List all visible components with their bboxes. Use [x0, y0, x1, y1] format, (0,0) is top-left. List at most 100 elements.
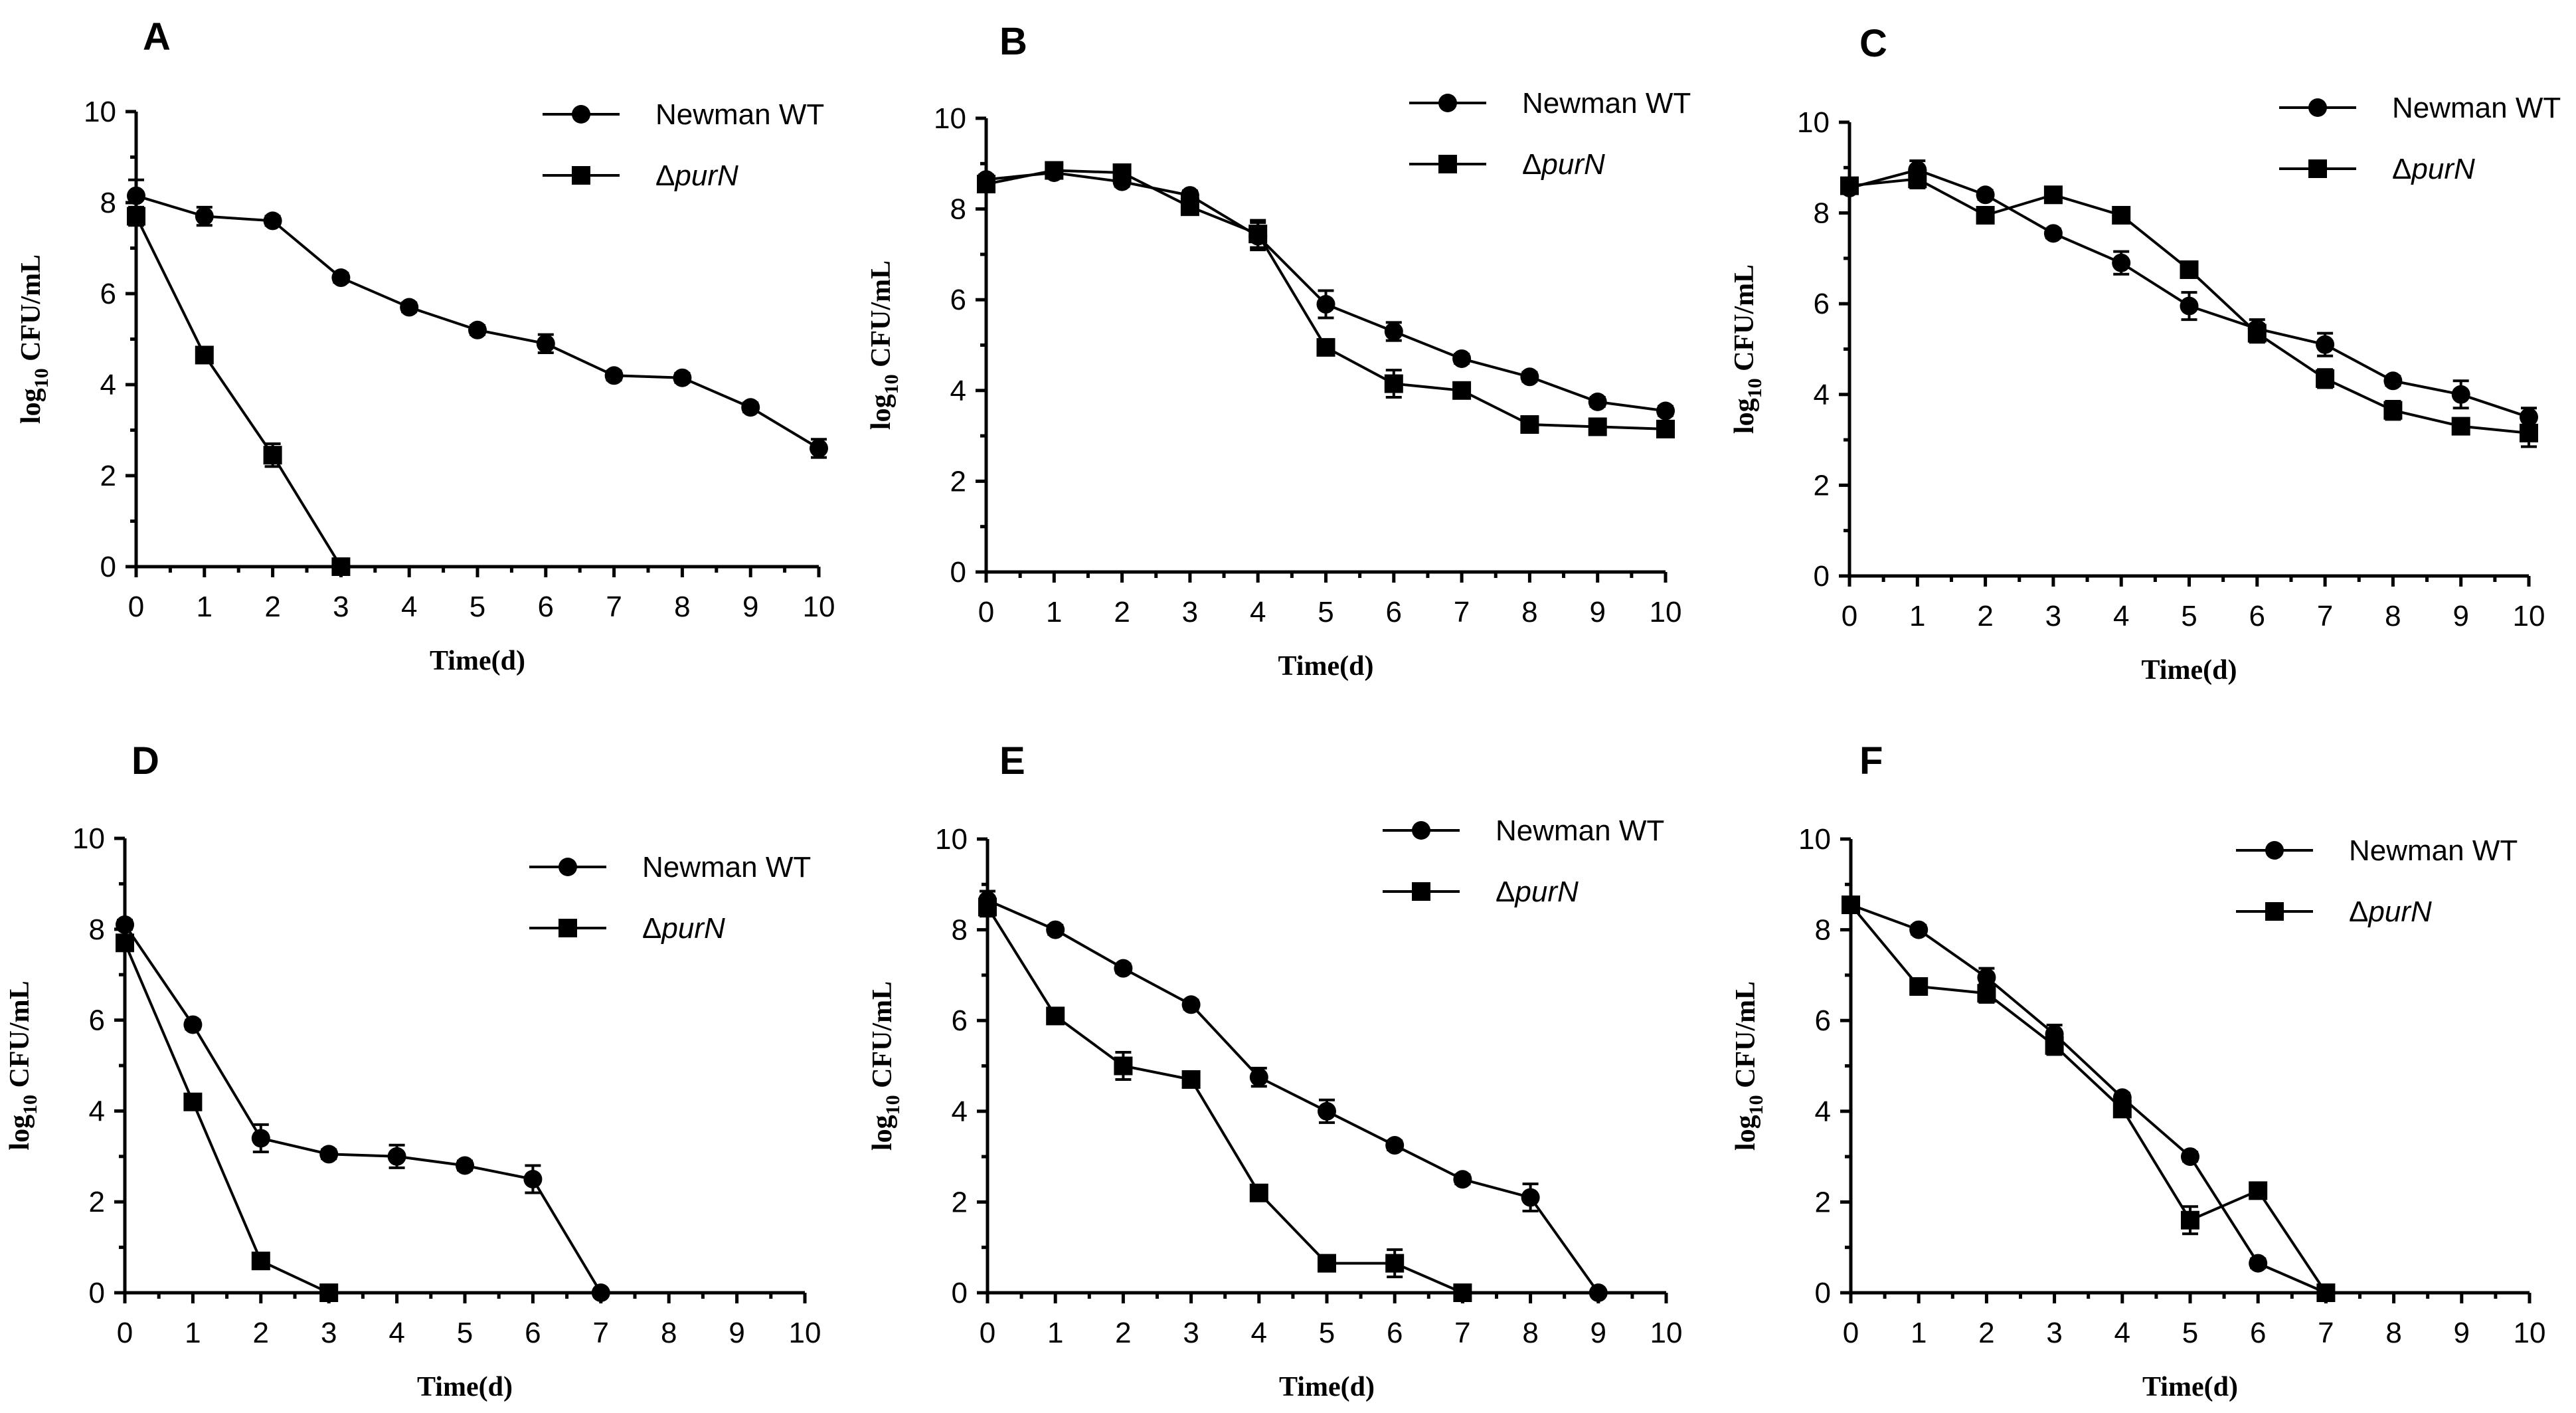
- series-purn: [977, 161, 1675, 438]
- data-point: [319, 1283, 339, 1302]
- data-point: [1114, 1056, 1133, 1076]
- legend-entry: Newman WT: [529, 851, 811, 884]
- x-tick-label: 4: [1251, 1317, 1267, 1349]
- data-point: [1046, 920, 1065, 939]
- y-tick-label: 0: [950, 556, 966, 589]
- x-tick-label: 4: [401, 591, 417, 623]
- legend-marker: [1438, 155, 1457, 173]
- y-tick-label: 4: [950, 375, 966, 407]
- data-point: [1840, 176, 1859, 195]
- data-point: [195, 207, 214, 226]
- x-tick-label: 7: [593, 1317, 609, 1349]
- y-tick-label: 10: [935, 823, 968, 856]
- y-axis-title-log: log: [1731, 1115, 1761, 1151]
- data-point: [523, 1170, 543, 1188]
- series-line: [124, 923, 602, 1294]
- panel-letter: C: [1859, 22, 1887, 65]
- data-point: [116, 915, 134, 934]
- data-point: [810, 438, 828, 458]
- legend-label-prefix: Newman WT: [2349, 834, 2518, 867]
- data-point: [2316, 335, 2335, 354]
- legend-marker: [1412, 821, 1430, 840]
- x-tick-label: 8: [674, 591, 690, 623]
- x-tick-label: 8: [1522, 1317, 1538, 1349]
- x-tick-label: 7: [606, 591, 622, 623]
- y-tick-label: 2: [950, 465, 966, 498]
- legend-label: ΔpurN: [642, 912, 725, 945]
- x-axis-title: Time(d): [417, 1372, 513, 1402]
- legend-marker: [1412, 882, 1430, 901]
- x-tick-label: 1: [197, 591, 213, 623]
- data-point: [1977, 984, 1996, 1003]
- legend-label: Newman WT: [2392, 92, 2561, 124]
- data-point: [251, 1129, 270, 1148]
- y-tick-label: 0: [1814, 560, 1830, 593]
- data-point: [2180, 296, 2199, 316]
- data-point: [2249, 1254, 2268, 1273]
- data-point: [1520, 367, 1539, 387]
- data-point: [251, 1252, 270, 1271]
- legend-entry: ΔpurN: [1383, 876, 1579, 908]
- y-axis-title: log10 CFU/mL: [1729, 264, 1766, 434]
- x-tick-label: 6: [525, 1317, 541, 1349]
- data-point: [1909, 977, 1929, 996]
- data-point: [591, 1283, 610, 1302]
- x-tick-label: 9: [729, 1317, 744, 1349]
- data-point: [319, 1145, 339, 1164]
- x-tick-label: 10: [789, 1317, 821, 1349]
- legend-entry: ΔpurN: [543, 159, 738, 192]
- legend-entry: ΔpurN: [2279, 153, 2475, 185]
- x-tick-label: 6: [1386, 596, 1402, 628]
- x-tick-label: 2: [1115, 1317, 1131, 1349]
- data-point: [127, 186, 145, 205]
- legend-label-prefix: Newman WT: [1496, 814, 1664, 847]
- data-point: [2112, 253, 2131, 272]
- data-point: [183, 1015, 203, 1034]
- legend-label-italic: purN: [673, 159, 738, 192]
- data-point: [2520, 423, 2538, 442]
- x-tick-label: 1: [1909, 600, 1925, 632]
- y-axis-title-log: log: [866, 394, 897, 430]
- x-tick-label: 1: [1046, 596, 1062, 628]
- x-tick-label: 2: [253, 1317, 269, 1349]
- y-tick-label: 8: [100, 187, 116, 219]
- x-tick-label: 0: [117, 1317, 133, 1349]
- legend-entry: Newman WT: [1383, 814, 1664, 847]
- y-tick-label: 8: [89, 913, 105, 946]
- x-tick-label: 9: [2454, 1317, 2470, 1349]
- data-point: [1521, 1188, 1540, 1207]
- legend-marker: [572, 105, 590, 124]
- y-axis-title-sub: 10: [19, 1095, 41, 1115]
- y-tick-label: 10: [934, 102, 966, 135]
- data-point: [331, 268, 351, 288]
- data-point: [263, 446, 282, 465]
- data-point: [1589, 1283, 1608, 1302]
- x-tick-label: 5: [2182, 1317, 2198, 1349]
- data-point: [263, 211, 282, 231]
- data-point: [468, 320, 487, 339]
- data-point: [2112, 206, 2131, 225]
- legend-marker: [572, 166, 590, 185]
- x-tick-label: 3: [1183, 1317, 1199, 1349]
- series-purn: [116, 933, 339, 1302]
- x-tick-label: 7: [1454, 1317, 1470, 1349]
- series-line: [124, 942, 330, 1294]
- legend-label: Newman WT: [1522, 87, 1691, 120]
- legend-entry: ΔpurN: [529, 912, 725, 945]
- panel-letter: B: [999, 20, 1027, 63]
- data-point: [1452, 349, 1472, 368]
- data-point: [1656, 419, 1675, 438]
- data-point: [1384, 322, 1403, 341]
- data-point: [183, 1092, 203, 1111]
- panel-letter: E: [999, 739, 1025, 783]
- legend-label-italic: purN: [1540, 148, 1605, 181]
- data-point: [978, 897, 997, 917]
- y-axis-title: log10 CFU/mL: [1731, 981, 1767, 1151]
- panel-letter: A: [143, 15, 171, 58]
- x-tick-label: 10: [2513, 600, 2545, 632]
- y-tick-label: 0: [1815, 1277, 1831, 1309]
- legend-label: Newman WT: [642, 851, 811, 884]
